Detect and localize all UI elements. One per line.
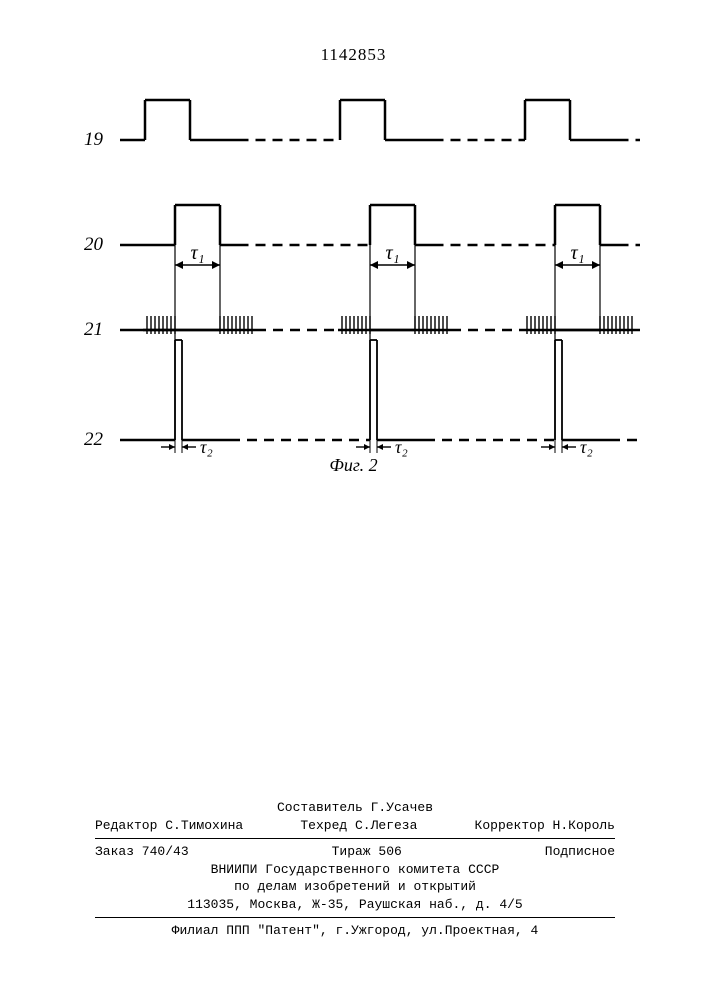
svg-text:τ₂: τ₂ <box>200 437 213 457</box>
address-2: Филиал ППП "Патент", г.Ужгород, ул.Проек… <box>95 922 615 940</box>
rule-2 <box>95 917 615 918</box>
order: Заказ 740/43 <box>95 843 189 861</box>
svg-text:τ₁: τ₁ <box>385 242 399 264</box>
tehred: Техред С.Легеза <box>300 817 417 835</box>
svg-text:21: 21 <box>84 319 103 340</box>
svg-text:19: 19 <box>84 129 104 150</box>
svg-text:τ₁: τ₁ <box>570 242 584 264</box>
org-line-2: по делам изобретений и открытий <box>95 878 615 896</box>
tirage: Тираж 506 <box>332 843 402 861</box>
compiler: Составитель Г.Усачев <box>95 799 615 817</box>
org-line-1: ВНИИПИ Государственного комитета СССР <box>95 861 615 879</box>
corrector: Корректор Н.Король <box>475 817 615 835</box>
sub: Подписное <box>545 843 615 861</box>
svg-text:τ₂: τ₂ <box>580 437 593 457</box>
rule-1 <box>95 838 615 839</box>
doc-number: 1142853 <box>0 45 707 65</box>
svg-text:20: 20 <box>84 234 104 255</box>
editor: Редактор С.Тимохина <box>95 817 243 835</box>
figure-label: Фиг. 2 <box>0 455 707 476</box>
timing-diagram: 19 20 τ₁ τ₁ τ₁ 21 22 τ₂ τ₂ τ₂ <box>80 90 640 460</box>
address-1: 113035, Москва, Ж-35, Раушская наб., д. … <box>95 896 615 914</box>
svg-text:22: 22 <box>84 429 104 450</box>
credits-block: Составитель Г.Усачев Редактор С.Тимохина… <box>95 799 615 940</box>
svg-text:τ₁: τ₁ <box>190 242 204 264</box>
svg-text:τ₂: τ₂ <box>395 437 408 457</box>
